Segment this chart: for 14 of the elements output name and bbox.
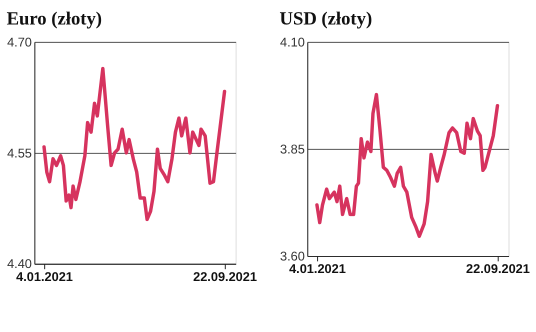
- x-tick-label: 4.01.2021: [289, 261, 346, 276]
- line-series: [42, 66, 226, 222]
- line-series: [315, 92, 500, 238]
- x-tick-label: 4.01.2021: [16, 268, 73, 284]
- y-tick-label: 4.10: [280, 34, 305, 50]
- y-tick-label: 4.40: [7, 256, 32, 272]
- y-tick-label: 3.60: [280, 248, 305, 264]
- x-tick-label: 22.09.2021: [193, 268, 257, 284]
- x-tick-label: 22.09.2021: [466, 261, 530, 276]
- y-tick-label: 3.85: [280, 141, 305, 156]
- y-tick-label: 4.70: [7, 34, 32, 50]
- chart-title: Euro (złoty): [6, 8, 102, 30]
- y-tick-label: 4.55: [7, 145, 32, 160]
- chart-title: USD (złoty): [279, 8, 372, 30]
